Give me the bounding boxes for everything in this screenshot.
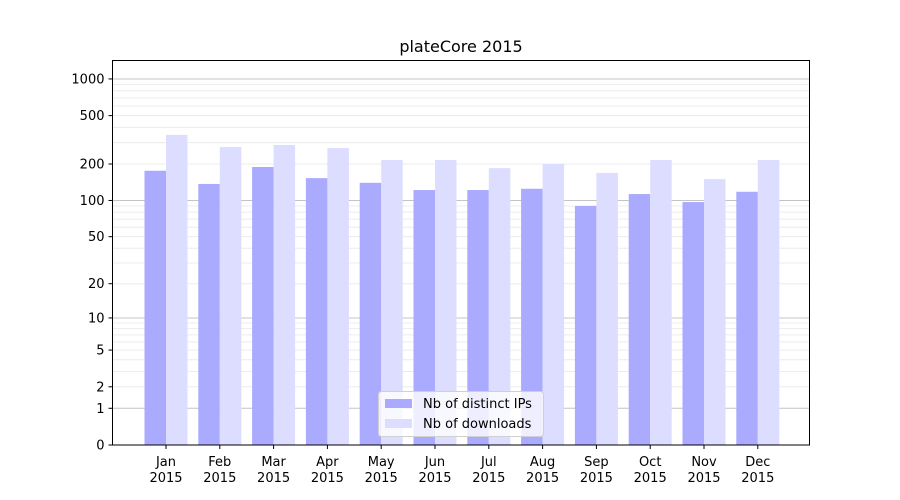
y-tick-label: 5 — [96, 344, 104, 359]
legend-box — [378, 391, 544, 437]
chart-title: plateCore 2015 — [399, 37, 522, 56]
bar-downloads — [327, 147, 349, 445]
bar-downloads — [757, 159, 780, 446]
x-tick-label: 2015 — [580, 471, 613, 486]
x-tick-label: 2015 — [418, 471, 451, 486]
x-tick-label: 2015 — [149, 471, 182, 486]
y-tick-label: 1000 — [71, 72, 104, 87]
x-tick-label: Feb — [208, 455, 231, 470]
x-tick-label: Aug — [530, 455, 555, 470]
x-tick-label: 2015 — [203, 471, 236, 486]
x-axis: Jan2015Feb2015Mar2015Apr2015May2015Jun20… — [149, 445, 774, 486]
bar-downloads — [273, 144, 296, 446]
y-tick-label: 500 — [80, 109, 105, 124]
bar-downloads — [488, 168, 511, 445]
x-tick-label: May — [368, 455, 395, 470]
x-tick-label: Jul — [480, 455, 497, 470]
y-tick-label: 200 — [80, 158, 105, 173]
bar-downloads — [435, 159, 457, 446]
x-tick-label: 2015 — [526, 471, 559, 486]
bar-downloads — [596, 172, 618, 445]
y-tick-label: 50 — [88, 230, 105, 245]
bar-distinct-ips — [682, 202, 704, 445]
x-tick-label: Jan — [155, 455, 176, 470]
bar-distinct-ips — [144, 170, 166, 446]
y-tick-label: 100 — [80, 194, 105, 209]
bar-distinct-ips — [467, 190, 489, 445]
bar-distinct-ips — [521, 188, 543, 445]
x-tick-label: Sep — [584, 455, 609, 470]
x-tick-label: 2015 — [257, 471, 290, 486]
plot-frame — [112, 60, 810, 446]
x-tick-label: Jun — [424, 455, 445, 470]
x-tick-label: Mar — [261, 455, 286, 470]
x-tick-label: Apr — [316, 455, 339, 470]
bar-distinct-ips — [252, 166, 274, 445]
bar-distinct-ips — [359, 182, 382, 445]
legend-label: Nb of downloads — [423, 417, 532, 432]
bar-downloads — [542, 164, 565, 446]
legend: Nb of distinct IPs Nb of downloads — [378, 391, 544, 437]
x-tick-label: 2015 — [687, 471, 720, 486]
x-tick-label: Nov — [691, 455, 717, 470]
bar-distinct-ips — [413, 190, 435, 445]
bar-distinct-ips — [305, 178, 328, 445]
bar-downloads — [650, 159, 672, 446]
legend-swatch — [385, 419, 412, 428]
x-tick-label: Oct — [639, 455, 661, 470]
bar-distinct-ips — [628, 194, 651, 445]
y-tick-label: 20 — [88, 277, 105, 292]
x-tick-label: 2015 — [741, 471, 774, 486]
bar-downloads — [381, 159, 403, 446]
bar-downloads — [704, 179, 726, 446]
x-tick-label: 2015 — [634, 471, 667, 486]
bars — [144, 134, 780, 446]
x-tick-label: 2015 — [311, 471, 344, 486]
y-tick-label: 0 — [96, 439, 104, 454]
y-tick-label: 1 — [96, 402, 104, 417]
bar-distinct-ips — [736, 191, 758, 445]
x-tick-label: 2015 — [472, 471, 505, 486]
y-tick-label: 10 — [88, 311, 105, 326]
legend-swatch — [385, 399, 412, 408]
x-tick-label: 2015 — [365, 471, 398, 486]
bar-downloads — [219, 147, 242, 446]
y-axis: 0 1 2 5 10 20 50 100 200 500 1000 — [71, 72, 113, 454]
y-tick-label: 2 — [96, 380, 104, 395]
bar-downloads — [166, 134, 188, 445]
legend-label: Nb of distinct IPs — [423, 397, 532, 412]
bar-distinct-ips — [198, 183, 220, 445]
bar-distinct-ips — [574, 205, 597, 445]
x-tick-label: Dec — [745, 455, 770, 470]
